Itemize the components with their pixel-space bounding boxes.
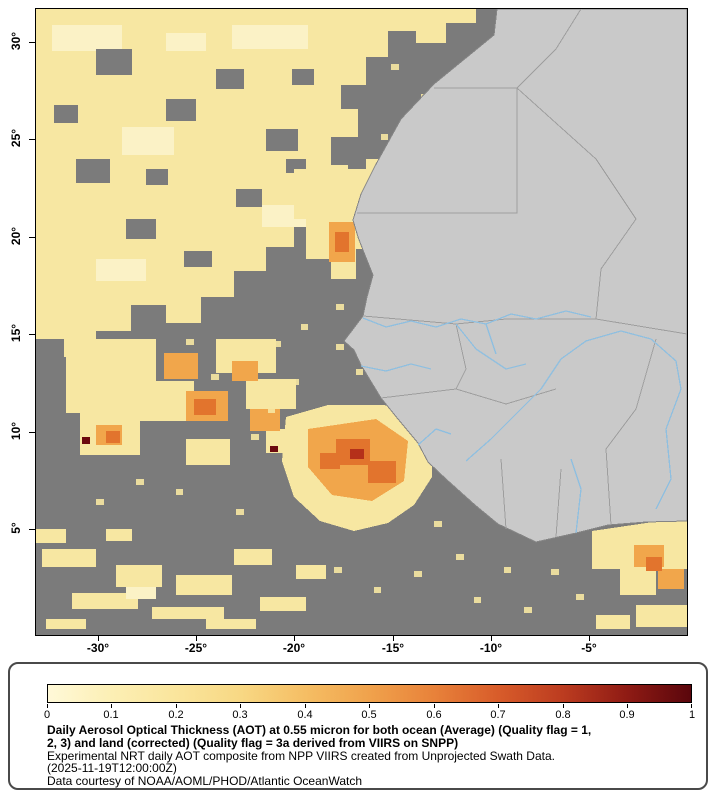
aerosol-speckles bbox=[96, 64, 584, 613]
lon-label-m10: -10° bbox=[479, 641, 503, 655]
colorbar-tick bbox=[305, 704, 306, 708]
colorbar-tick bbox=[369, 704, 370, 708]
legend-text-block: Daily Aerosol Optical Thickness (AOT) at… bbox=[47, 724, 697, 787]
lat-label-30: 30° bbox=[9, 31, 23, 51]
land-layer bbox=[343, 9, 687, 543]
lon-tick bbox=[393, 635, 394, 641]
aerosol-midleft-patches bbox=[66, 339, 306, 465]
lon-tick bbox=[196, 635, 197, 641]
lat-label-5: 5° bbox=[9, 522, 23, 534]
colorbar-tick bbox=[47, 704, 48, 708]
lon-tick bbox=[491, 635, 492, 641]
legend-panel: 0 0.1 0.2 0.3 0.4 0.5 0.6 0.7 0.8 0.9 1 … bbox=[8, 662, 708, 790]
scale-label-1: 1 bbox=[688, 709, 696, 721]
scale-label-06: 0.6 bbox=[426, 709, 442, 721]
lat-tick bbox=[29, 529, 35, 530]
lat-label-20: 20° bbox=[9, 226, 23, 246]
rivers-layer bbox=[360, 310, 682, 534]
lat-tick bbox=[29, 432, 35, 433]
colorbar-tick bbox=[434, 704, 435, 708]
scale-label-03: 0.3 bbox=[232, 709, 248, 721]
colorbar-tick bbox=[627, 704, 628, 708]
lat-label-15: 15° bbox=[9, 323, 23, 343]
borders-layer bbox=[357, 9, 687, 538]
lon-tick bbox=[589, 635, 590, 641]
lon-tick bbox=[98, 635, 99, 641]
map-plot-frame bbox=[35, 8, 688, 636]
aerosol-bottomright-patches bbox=[592, 517, 687, 629]
map-canvas bbox=[36, 9, 687, 635]
lon-tick bbox=[294, 635, 295, 641]
aerosol-central-plume bbox=[282, 405, 432, 531]
colorbar-tick bbox=[240, 704, 241, 708]
colorbar-tick bbox=[111, 704, 112, 708]
scale-label-01: 0.1 bbox=[103, 709, 119, 721]
lon-label-m5: -5° bbox=[581, 641, 597, 655]
lon-label-m20: -20° bbox=[282, 641, 306, 655]
lon-label-m30: -30° bbox=[86, 641, 110, 655]
lat-tick bbox=[29, 334, 35, 335]
legend-title-line2: 2, 3) and land (corrected) (Quality flag… bbox=[47, 735, 459, 750]
scale-label-02: 0.2 bbox=[168, 709, 184, 721]
aerosol-layer bbox=[36, 9, 687, 629]
lat-tick bbox=[29, 42, 35, 43]
lat-label-25: 25° bbox=[9, 128, 23, 148]
colorbar-tick bbox=[176, 704, 177, 708]
colorbar-tick bbox=[691, 704, 692, 708]
colorbar-tick bbox=[563, 704, 564, 708]
africa-landmass bbox=[343, 9, 687, 543]
lat-tick bbox=[29, 139, 35, 140]
scale-label-09: 0.9 bbox=[619, 709, 635, 721]
colorbar-tick bbox=[498, 704, 499, 708]
legend-credit: Data courtesy of NOAA/AOML/PHOD/Atlantic… bbox=[47, 773, 362, 788]
scale-label-05: 0.5 bbox=[361, 709, 377, 721]
lat-tick bbox=[29, 237, 35, 238]
legend-title-line1: Daily Aerosol Optical Thickness (AOT) at… bbox=[47, 723, 592, 737]
aerosol-field-holes bbox=[54, 49, 314, 267]
legend-description: Experimental NRT daily AOT composite fro… bbox=[47, 748, 555, 763]
lon-label-m25: -25° bbox=[184, 641, 208, 655]
scale-label-0: 0 bbox=[43, 709, 51, 721]
scale-label-04: 0.4 bbox=[297, 709, 313, 721]
lat-label-10: 10° bbox=[9, 421, 23, 441]
lon-label-m15: -15° bbox=[381, 641, 405, 655]
scale-label-07: 0.7 bbox=[490, 709, 506, 721]
aerosol-coastal-deep bbox=[335, 232, 349, 252]
scale-label-08: 0.8 bbox=[555, 709, 571, 721]
aerosol-bottomleft-patches bbox=[36, 529, 326, 629]
aot-colorbar bbox=[47, 684, 692, 703]
legend-timestamp: (2025-11-19T12:00:00Z) bbox=[47, 761, 177, 776]
map-area: 30° 25° 20° 15° 10° 5° -30° -25° -20° -1… bbox=[9, 8, 688, 655]
